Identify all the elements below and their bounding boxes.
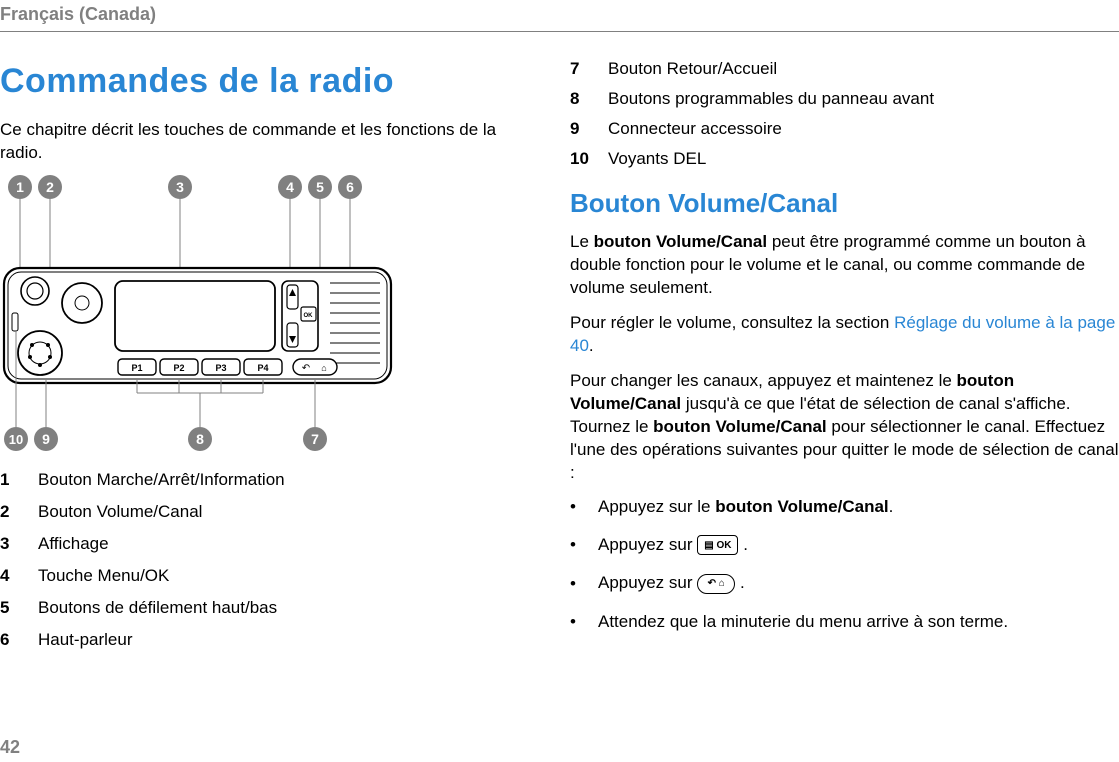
legend-item: 1 Bouton Marche/Arrêt/Information (0, 469, 540, 491)
right-column: 7 Bouton Retour/Accueil 8 Boutons programm… (570, 52, 1119, 661)
legend-list-left: 1 Bouton Marche/Arrêt/Information 2 Bouton… (0, 469, 540, 652)
radio-body: OK P1 (4, 268, 391, 383)
legend-number: 5 (0, 597, 24, 619)
svg-text:10: 10 (9, 432, 23, 447)
legend-text: Affichage (38, 533, 109, 555)
legend-text: Haut-parleur (38, 629, 133, 651)
bottom-callout-8: 8 (137, 379, 263, 451)
bullet-item: • Appuyez sur ↶ ⌂ . (570, 573, 1119, 594)
section-title: Bouton Volume/Canal (570, 188, 1119, 219)
svg-text:P3: P3 (215, 363, 226, 373)
header-rule (0, 31, 1119, 32)
legend-number: 3 (0, 533, 24, 555)
page-number: 42 (0, 737, 20, 758)
svg-text:3: 3 (176, 179, 184, 195)
bullet-dot: • (570, 574, 584, 594)
svg-text:P4: P4 (257, 363, 268, 373)
left-column: Commandes de la radio Ce chapitre décrit… (0, 52, 540, 661)
legend-item: 2 Bouton Volume/Canal (0, 501, 540, 523)
bullet-item: • Appuyez sur ▤ OK . (570, 535, 1119, 556)
bullet-dot: • (570, 612, 584, 632)
legend-number: 9 (570, 118, 594, 140)
svg-text:7: 7 (311, 431, 319, 447)
legend-list-right: 7 Bouton Retour/Accueil 8 Boutons programm… (570, 58, 1119, 170)
legend-text: Bouton Retour/Accueil (608, 58, 777, 80)
legend-number: 7 (570, 58, 594, 80)
paragraph-3: Pour changer les canaux, appuyez et main… (570, 370, 1119, 485)
bottom-callout-7: 7 (303, 379, 327, 451)
legend-item: 6 Haut-parleur (0, 629, 540, 651)
legend-text: Bouton Marche/Arrêt/Information (38, 469, 285, 491)
legend-item: 10 Voyants DEL (570, 148, 1119, 170)
svg-text:⌂: ⌂ (321, 363, 326, 373)
legend-text: Connecteur accessoire (608, 118, 782, 140)
device-diagram: 1 2 3 4 5 6 (0, 173, 540, 453)
legend-item: 8 Boutons programmables du panneau avant (570, 88, 1119, 110)
paragraph-1: Le bouton Volume/Canal peut être program… (570, 231, 1119, 300)
legend-number: 10 (570, 148, 594, 170)
intro-paragraph: Ce chapitre décrit les touches de comman… (0, 119, 540, 165)
svg-text:1: 1 (16, 179, 24, 195)
legend-number: 1 (0, 469, 24, 491)
legend-text: Boutons de défilement haut/bas (38, 597, 277, 619)
bullet-list: • Appuyez sur le bouton Volume/Canal. • … (570, 497, 1119, 632)
svg-text:P1: P1 (131, 363, 142, 373)
legend-number: 2 (0, 501, 24, 523)
paragraph-2: Pour régler le volume, consultez la sect… (570, 312, 1119, 358)
bullet-dot: • (570, 497, 584, 517)
radio-illustration: 1 2 3 4 5 6 (0, 173, 395, 453)
main-title: Commandes de la radio (0, 62, 540, 101)
legend-number: 4 (0, 565, 24, 587)
svg-text:OK: OK (304, 313, 314, 319)
svg-text:9: 9 (42, 431, 50, 447)
page-header-language: Français (Canada) (0, 0, 1119, 31)
svg-text:P2: P2 (173, 363, 184, 373)
legend-number: 8 (570, 88, 594, 110)
legend-number: 6 (0, 629, 24, 651)
bullet-dot: • (570, 535, 584, 555)
bullet-item: • Attendez que la minuterie du menu arri… (570, 612, 1119, 632)
legend-item: 9 Connecteur accessoire (570, 118, 1119, 140)
legend-item: 7 Bouton Retour/Accueil (570, 58, 1119, 80)
two-column-layout: Commandes de la radio Ce chapitre décrit… (0, 52, 1119, 661)
svg-text:4: 4 (286, 179, 294, 195)
bottom-callout-9: 9 (34, 378, 58, 451)
bullet-item: • Appuyez sur le bouton Volume/Canal. (570, 497, 1119, 517)
svg-text:8: 8 (196, 431, 204, 447)
svg-text:2: 2 (46, 179, 54, 195)
legend-text: Bouton Volume/Canal (38, 501, 202, 523)
legend-item: 4 Touche Menu/OK (0, 565, 540, 587)
legend-text: Touche Menu/OK (38, 565, 169, 587)
legend-item: 5 Boutons de défilement haut/bas (0, 597, 540, 619)
legend-text: Boutons programmables du panneau avant (608, 88, 934, 110)
ok-button-icon: ▤ OK (697, 535, 738, 555)
back-home-button-icon: ↶ ⌂ (697, 574, 735, 594)
legend-item: 3 Affichage (0, 533, 540, 555)
svg-text:6: 6 (346, 179, 354, 195)
svg-text:↶: ↶ (302, 363, 310, 374)
svg-text:5: 5 (316, 179, 324, 195)
legend-text: Voyants DEL (608, 148, 706, 170)
